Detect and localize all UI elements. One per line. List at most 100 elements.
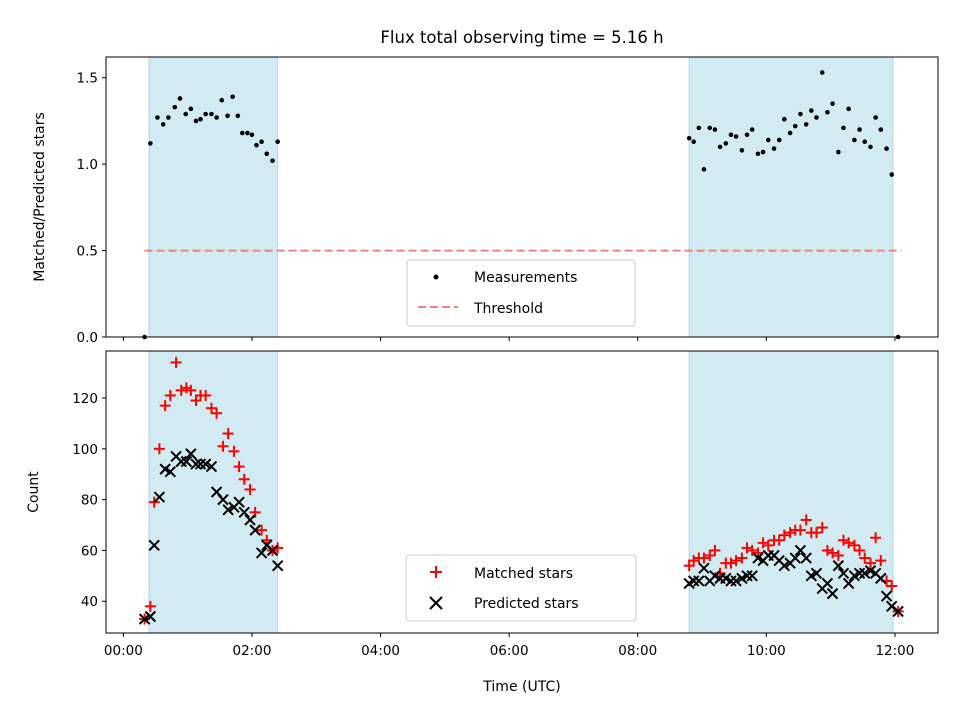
time-x-tick-label: 04:00 — [361, 643, 400, 659]
predicted-star-point — [794, 544, 807, 557]
predicted-star-point — [138, 613, 151, 625]
predicted-star-mark — [159, 463, 171, 475]
time-x-tick-label: 12:00 — [875, 643, 914, 659]
measurement-point — [177, 96, 183, 101]
predicted-star-mark — [842, 577, 855, 590]
measurement-point — [270, 158, 275, 164]
time-x-tick-label: 10:00 — [747, 643, 786, 659]
observing-interval-band — [148, 56, 279, 338]
matched-star-point — [730, 555, 742, 567]
predicted-star-point — [730, 575, 742, 587]
matched-star-point — [832, 550, 844, 562]
count-y-tick-label: 40 — [81, 594, 98, 610]
matched-star-point — [821, 544, 833, 556]
predicted-star-mark — [709, 570, 721, 582]
predicted-star-mark — [148, 539, 160, 552]
measurement-point — [235, 113, 241, 119]
predicted-star-point — [693, 575, 705, 587]
predicted-star-point — [205, 460, 218, 473]
predicted-star-point — [698, 562, 710, 574]
measurement-point — [868, 144, 873, 150]
measurement-point — [240, 130, 245, 136]
matched-star-point — [704, 550, 716, 562]
legend-predicted-marker — [429, 596, 443, 610]
predicted-star-mark — [853, 567, 866, 580]
measurement-point — [214, 115, 219, 120]
predicted-star-point — [741, 570, 753, 582]
measurement-point — [776, 137, 782, 143]
matched-star-point — [848, 539, 860, 551]
measurement-point — [749, 127, 755, 132]
measurement-point — [203, 111, 208, 117]
predicted-star-point — [180, 455, 193, 468]
predicted-star-mark — [741, 570, 753, 582]
measurement-point — [198, 116, 203, 122]
matched-star-point — [261, 534, 273, 546]
measurement-point — [148, 141, 153, 146]
predicted-star-mark — [164, 465, 177, 478]
predicted-star-mark — [892, 605, 904, 618]
predicted-star-mark — [869, 567, 882, 580]
matched-star-point — [778, 529, 790, 541]
predicted-star-mark — [233, 496, 245, 508]
predicted-star-point — [832, 559, 845, 572]
predicted-star-mark — [864, 565, 877, 577]
matched-star-point — [709, 544, 721, 556]
matched-star-point — [843, 537, 855, 549]
predicted-star-mark — [244, 514, 256, 526]
matched-star-point — [256, 524, 268, 536]
predicted-star-point — [810, 567, 823, 580]
ratio-panel: 0.0 0.5 1.0 1.5 Matched/Predicted stars Mea… — [32, 56, 939, 346]
predicted-star-mark — [199, 458, 212, 470]
predicted-star-point — [271, 559, 284, 572]
count-y-tick-label: 120 — [72, 391, 98, 407]
measurement-point — [755, 151, 761, 157]
matched-star-point — [859, 552, 871, 564]
measurement-point — [712, 127, 718, 132]
measurement-point — [878, 127, 884, 132]
matched-star-point — [698, 552, 710, 564]
predicted-star-mark — [725, 575, 737, 587]
predicted-star-mark — [180, 455, 193, 468]
measurement-point — [792, 123, 798, 129]
predicted-star-mark — [255, 547, 268, 559]
ratio-axis-ticks: 0.0 0.5 1.0 1.5 — [77, 71, 896, 346]
count-legend-box — [405, 554, 637, 622]
predicted-star-mark — [185, 448, 197, 460]
measurement-point — [188, 106, 194, 112]
predicted-star-mark — [170, 450, 182, 463]
predicted-star-point — [789, 552, 801, 564]
measurement-point — [209, 111, 214, 117]
predicted-star-mark — [266, 544, 279, 557]
matched-star-point — [725, 557, 737, 569]
predicted-star-mark — [210, 486, 223, 498]
chart-title: Flux total observing time = 5.16 h — [380, 28, 663, 47]
matched-star-point — [217, 440, 229, 452]
matched-star-point — [886, 580, 898, 592]
matched-star-point — [762, 539, 774, 551]
predicted-star-point — [687, 575, 700, 587]
observing-interval-band — [148, 350, 279, 634]
observing-interval-band — [688, 350, 894, 634]
matched-star-point — [870, 532, 882, 544]
count-axis-ticks: 40 60 80 100 120 00:00 02:00 04:00 06:00 08:00 10:… — [72, 391, 914, 659]
time-x-tick-label: 06:00 — [490, 643, 529, 659]
matched-star-point — [810, 527, 822, 539]
x-axis-label: Time (UTC) — [482, 679, 560, 695]
predicted-star-point — [222, 504, 234, 516]
time-x-tick-label: 00:00 — [104, 643, 143, 659]
predicted-star-point — [800, 552, 812, 564]
measurement-point — [744, 132, 750, 138]
matched-star-point — [153, 443, 165, 455]
measurement-point — [219, 97, 225, 103]
matched-star-point — [170, 356, 182, 368]
measurement-point — [809, 108, 814, 113]
measurement-point — [728, 132, 734, 138]
legend-matched-marker — [430, 566, 442, 578]
predicted-star-point — [853, 567, 866, 580]
measurement-point — [155, 115, 160, 120]
measurement-point — [819, 70, 825, 75]
matched-star-point — [222, 428, 234, 440]
predicted-star-mark — [800, 552, 812, 564]
measurement-point — [259, 139, 264, 144]
